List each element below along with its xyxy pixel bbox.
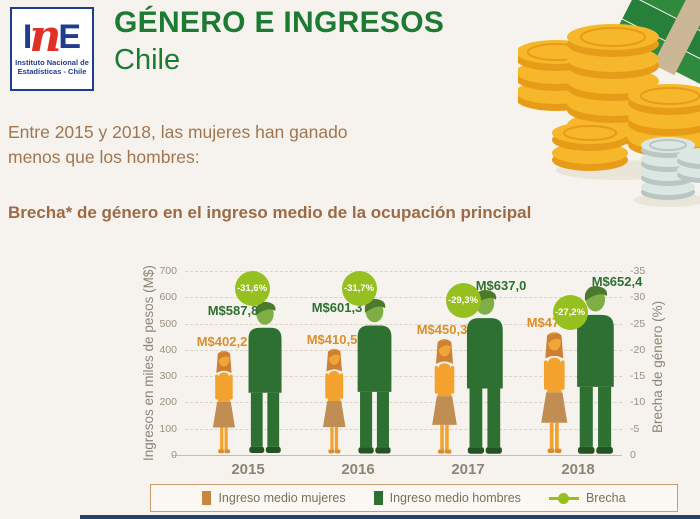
footer-bar	[80, 515, 700, 519]
silver-coin-stack-icon	[641, 137, 700, 200]
chart-title: Brecha* de género en el ingreso medio de…	[8, 203, 532, 222]
gridline	[185, 376, 622, 378]
y-tick-left: 500	[159, 317, 177, 330]
figure-man-2015	[243, 300, 287, 460]
page-title: GÉNERO E INGRESOS	[114, 6, 445, 39]
y-tick-right: -10	[630, 396, 646, 409]
figure-woman-2017	[430, 337, 459, 460]
brecha-badge-2017: -29,3%	[445, 283, 481, 319]
figure-woman-2018	[539, 330, 570, 460]
gridline	[185, 349, 622, 351]
legend-item: Brecha	[548, 491, 626, 505]
figure-man-2016	[352, 297, 397, 460]
gridline	[185, 402, 622, 404]
intro-line2: menos que los hombres:	[8, 146, 200, 167]
y-tick-right: -20	[630, 343, 646, 356]
y-tick-right: -5	[630, 422, 640, 435]
legend-item: Ingreso medio mujeres	[202, 491, 346, 505]
intro-line1: Entre 2015 y 2018, las mujeres han ganad…	[8, 122, 348, 142]
y-tick-left: 100	[159, 422, 177, 435]
figure-man-2018	[571, 284, 620, 460]
legend-line-dot-icon	[548, 492, 579, 504]
y-tick-right: -35	[630, 265, 646, 277]
value-label-mujeres-2016: M$410,5	[306, 332, 358, 348]
legend-label: Ingreso medio mujeres	[218, 491, 346, 505]
gridline	[185, 271, 622, 272]
brecha-badge-2016: -31,7%	[341, 270, 377, 306]
x-axis-label-2016: 2016	[341, 461, 375, 478]
value-label-hombres-2018: M$652,4	[591, 273, 643, 289]
x-axis-baseline	[172, 455, 622, 456]
brecha-badge-2015: -31,6%	[234, 271, 270, 307]
x-axis-label-2018: 2018	[561, 461, 595, 478]
y-tick-left: 300	[159, 370, 177, 383]
legend-swatch-icon	[373, 491, 383, 505]
y-tick-left: 700	[159, 265, 177, 277]
page-subtitle: Chile	[114, 44, 181, 76]
logo-letter-n: n	[29, 11, 62, 63]
gridline	[185, 428, 622, 430]
y-tick-right: 0	[630, 449, 636, 461]
y-tick-right: -15	[630, 370, 646, 383]
logo-letter-i: I	[22, 18, 33, 57]
figure-woman-2016	[321, 347, 347, 460]
legend-label: Ingreso medio hombres	[389, 491, 521, 505]
y-tick-left: 400	[159, 343, 177, 356]
value-label-hombres-2016: M$601,3	[311, 299, 363, 315]
brecha-badge-2018: -27,2%	[552, 294, 588, 330]
y-tick-right: -25	[630, 317, 646, 330]
legend-swatch-icon	[202, 491, 212, 505]
logo-caption-line1: Instituto Nacional de	[15, 57, 89, 67]
coins-money-illustration	[518, 0, 700, 207]
gridline	[185, 323, 622, 325]
chart-legend: Ingreso medio mujeres Ingreso medio hombr…	[150, 484, 678, 512]
gridline	[185, 297, 622, 299]
value-label-hombres-2015: M$587,8	[207, 303, 259, 319]
x-axis-label-2015: 2015	[231, 461, 265, 478]
ine-logo-caption: Instituto Nacional de Estadísticas - Chi…	[15, 58, 89, 76]
figure-man-2017	[461, 288, 509, 460]
value-label-mujeres-2015: M$402,2	[196, 334, 248, 350]
legend-item: Ingreso medio hombres	[373, 491, 521, 505]
y-tick-right: -30	[630, 291, 646, 304]
figure-woman-2015	[211, 349, 237, 460]
logo-letter-e: E	[58, 18, 82, 57]
logo-caption-line2: Estadísticas - Chile	[17, 66, 87, 76]
y-tick-left: 0	[171, 449, 177, 461]
value-label-mujeres-2017: M$450,3	[416, 321, 468, 337]
y-tick-left: 200	[159, 396, 177, 409]
intro-text: Entre 2015 y 2018, las mujeres han ganad…	[8, 120, 348, 170]
value-label-hombres-2017: M$637,0	[475, 277, 527, 293]
y-tick-left: 600	[159, 291, 177, 304]
x-axis-label-2017: 2017	[451, 461, 485, 478]
legend-label: Brecha	[585, 491, 626, 505]
